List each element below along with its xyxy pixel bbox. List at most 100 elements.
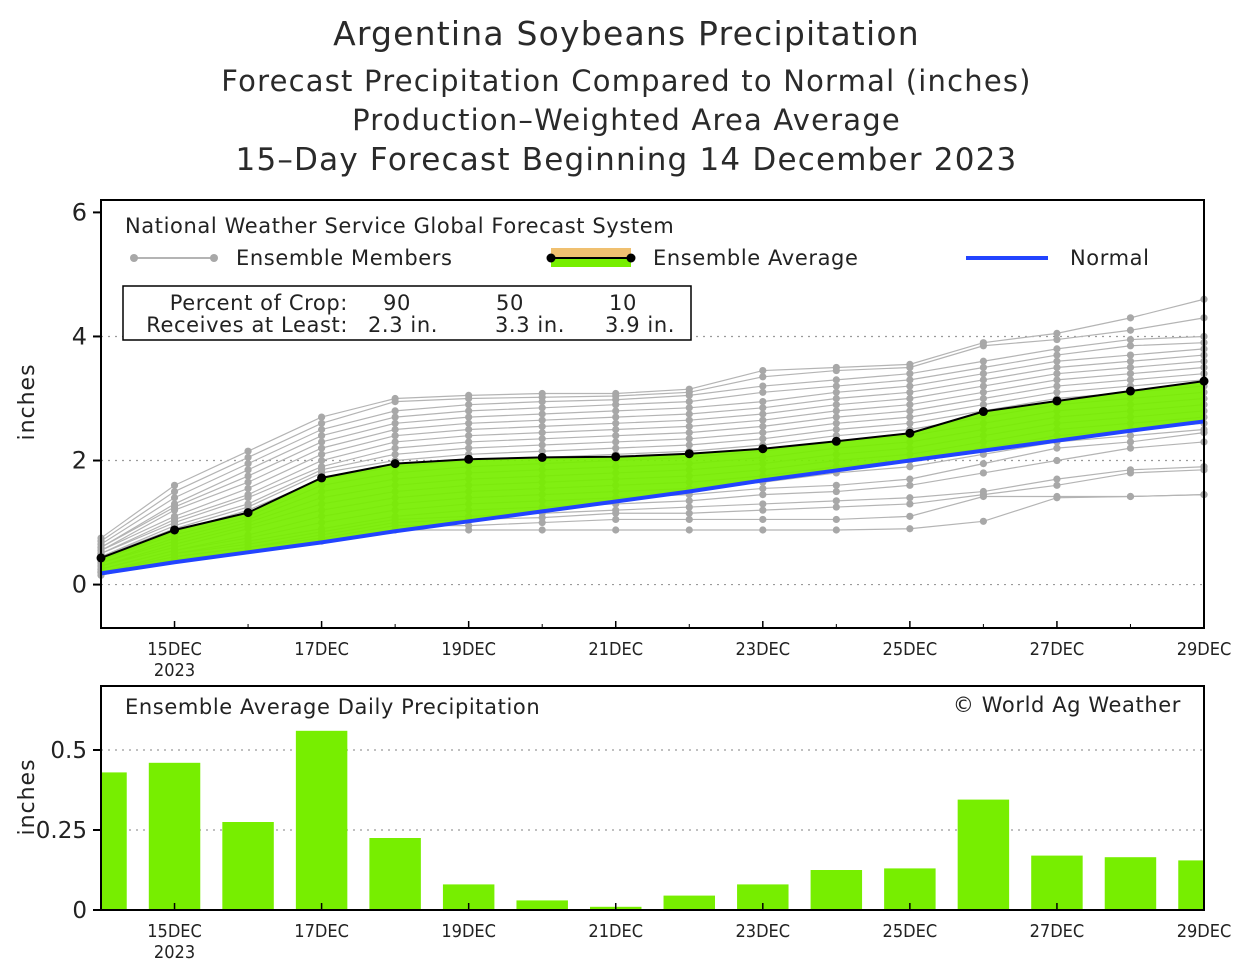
ensemble-member-point [1126,326,1135,334]
ensemble-member-point [1053,363,1061,372]
ensemble-member-point [538,447,546,455]
ensemble-member-point [979,517,988,525]
ensemble-member-point [685,503,693,511]
y-tick-label: 4 [72,322,87,350]
ensemble-member-point [906,370,914,378]
x-tick-label: 25DEC [883,639,938,660]
bottom-x-tick-label: 29DEC [1177,921,1232,942]
legend-average-swatch [546,248,636,267]
ensemble-member-point [391,419,399,427]
ensemble-average-point [978,407,988,417]
ensemble-above-normal-area [101,381,1204,574]
ensemble-member-point [979,394,988,403]
ensemble-member-point [1126,351,1135,359]
ensemble-member-point [1126,314,1135,322]
crop-amount-10: 3.9 in. [605,313,675,337]
ensemble-member-point [318,425,326,434]
x-tick-label: 19DEC [441,639,496,660]
ensemble-member-point [612,526,620,534]
ensemble-member-line [100,354,1205,551]
ensemble-member-point [1053,370,1061,378]
bottom-x-tick-label: 17DEC [294,921,349,942]
x-tick-label: 21DEC [588,639,643,660]
ensemble-member-line [100,373,1205,555]
ensemble-member-point [685,526,693,534]
x-year-label: 2023 [154,660,195,681]
ensemble-member-point [906,525,914,533]
ensemble-member-point [244,447,252,455]
ensemble-average-point [611,452,621,462]
ensemble-member-point [906,394,914,403]
ensemble-member-point [979,469,988,477]
bottom-y-tick-label: 0.25 [36,818,87,844]
ensemble-member-point [759,366,767,375]
ensemble-member-point [1053,376,1061,384]
crop-percent-label: Percent of Crop: [170,291,348,315]
x-tick-label: 27DEC [1030,639,1085,660]
ensemble-member-point [538,513,546,522]
ensemble-member-point [759,491,767,499]
ensemble-member-point [832,503,840,511]
ensemble-member-point [759,526,767,534]
ensemble-member-point [759,397,767,406]
bottom-x-tick-label: 19DEC [441,921,496,942]
ensemble-member-line [100,360,1205,552]
x-tick-label: 23DEC [735,639,790,660]
ensemble-member-point [832,487,840,496]
ensemble-average-point [831,436,841,446]
legend-average-label: Ensemble Average [653,246,859,270]
ensemble-member-point [759,435,767,443]
ensemble-member-line [100,348,1205,548]
ensemble-range-area [101,381,1204,574]
ensemble-member-point [759,506,767,514]
ensemble-member-point [906,500,914,508]
ensemble-member-point [685,497,693,505]
ensemble-member-point [979,363,988,372]
top-plot-frame [100,199,1205,629]
ensemble-member-point [1126,469,1135,477]
y-tick-label: 6 [72,198,87,226]
ensemble-member-point [685,422,693,431]
ensemble-member-point [318,413,326,421]
ensemble-member-point [244,453,252,462]
ensemble-member-point [759,484,767,493]
bottom-x-tick-label: 23DEC [735,921,790,942]
ensemble-member-point [832,382,840,390]
ensemble-member-point [170,487,179,496]
bottom-x-tick-label: 21DEC [588,921,643,942]
ensemble-member-point [244,472,252,480]
ensemble-member-point [318,444,326,452]
ensemble-member-point [979,388,988,396]
ensemble-member-point [465,419,473,427]
ensemble-member-point [465,432,473,440]
ensemble-member-point [832,425,840,434]
ensemble-member-point [612,425,620,434]
ensemble-member-point [465,407,473,415]
ensemble-member-point [244,494,252,502]
y-tick-label: 0 [72,571,87,599]
ensemble-member-point [1053,444,1061,452]
ensemble-member-line [100,379,1205,558]
daily-precip-bar [1104,857,1157,910]
credit-label: © World Ag Weather [953,693,1181,717]
ensemble-member-point [244,466,252,474]
ensemble-member-point [685,410,693,418]
ensemble-member-point [979,376,988,384]
ensemble-member-point [759,388,767,396]
ensemble-member-point [391,407,399,415]
ensemble-member-point [612,509,620,517]
ensemble-member-point [906,463,914,471]
legend-members-swatch [130,254,218,262]
daily-precip-bar [101,772,127,910]
ensemble-member-point [906,512,914,520]
bottom-gridlines [101,749,1204,831]
ensemble-member-point [538,422,546,431]
ensemble-member-point [465,438,473,446]
ensemble-member-point [685,441,693,449]
crop-percent-90: 90 [383,291,411,315]
ensemble-member-point [318,456,326,465]
ensemble-member-point [906,407,914,415]
ensemble-member-point [612,419,620,427]
daily-precip-bars [101,730,1204,910]
ensemble-member-point [759,500,767,508]
